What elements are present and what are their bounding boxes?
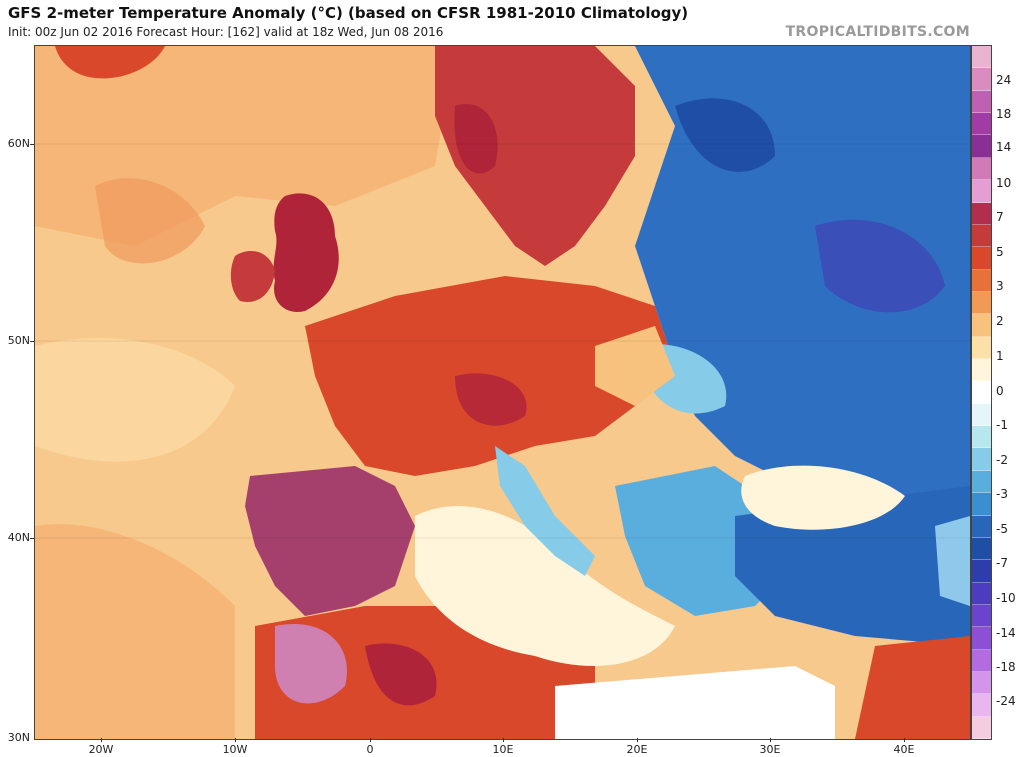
scale-label-0: 0: [996, 384, 1004, 398]
scandinavia: [435, 46, 635, 266]
scale-label-minus-24: -24: [996, 694, 1016, 708]
scale-label-5: 5: [996, 245, 1004, 259]
atlantic-mild-patch: [35, 338, 235, 462]
morocco-extreme: [275, 624, 347, 704]
graticule: [35, 143, 970, 539]
color-scale-cell: [972, 46, 991, 69]
color-scale-cell: [972, 694, 991, 717]
anomaly-map-svg: [35, 46, 970, 739]
color-scale-bar: [971, 45, 992, 740]
map-title: GFS 2-meter Temperature Anomaly (°C) (ba…: [8, 4, 689, 22]
color-scale-cell: [972, 672, 991, 695]
scale-label-10: 10: [996, 176, 1012, 190]
scale-label-minus-18: -18: [996, 660, 1016, 674]
color-scale-cell: [972, 247, 991, 270]
scale-label-minus-14: -14: [996, 626, 1016, 640]
scale-label-minus-1: -1: [996, 418, 1008, 432]
algeria-hot: [365, 643, 437, 706]
subtropical-warm: [35, 524, 235, 739]
anomaly-map: [34, 45, 971, 740]
lon-label-10w: 10W: [222, 743, 248, 756]
mediterranean-sea: [415, 506, 675, 666]
color-scale-cell: [972, 582, 991, 605]
scale-label-minus-7: -7: [996, 556, 1008, 570]
lon-label-20e: 20E: [626, 743, 648, 756]
color-scale-cell: [972, 224, 991, 248]
finland-cold: [675, 98, 775, 172]
color-scale-cell: [972, 448, 991, 471]
scale-label-3: 3: [996, 279, 1004, 293]
lon-label-10e: 10E: [492, 743, 514, 756]
middle-east-hot: [855, 636, 970, 739]
color-scale-cell: [972, 314, 991, 337]
lat-label-50n: 50N: [7, 334, 30, 347]
color-scale-cell: [972, 470, 991, 494]
color-scale-cell: [972, 493, 991, 516]
color-scale-cell: [972, 403, 991, 427]
lat-tick: [30, 341, 34, 342]
lon-tick: [904, 738, 905, 742]
eastern-med: [555, 666, 835, 739]
iberia: [245, 466, 415, 616]
lon-tick: [770, 738, 771, 742]
great-britain: [273, 193, 339, 312]
scale-label-minus-3: -3: [996, 487, 1008, 501]
lat-tick: [30, 538, 34, 539]
color-scale-cell: [972, 359, 991, 382]
russia-very-cold: [815, 219, 945, 313]
lat-label-40n: 40N: [7, 531, 30, 544]
lon-tick: [637, 738, 638, 742]
color-scale-cell: [972, 180, 991, 203]
scale-label-1: 1: [996, 349, 1004, 363]
color-scale-cell: [972, 560, 991, 583]
color-scale-cell: [972, 649, 991, 673]
ireland: [230, 251, 275, 302]
color-scale-cell: [972, 716, 991, 739]
color-scale-cell: [972, 604, 991, 628]
scale-label-minus-5: -5: [996, 522, 1008, 536]
color-scale-cell: [972, 113, 991, 136]
color-scale-cell: [972, 381, 991, 404]
color-scale-cell: [972, 157, 991, 181]
scale-label-14: 14: [996, 140, 1012, 154]
color-scale-cell: [972, 627, 991, 650]
color-scale-cell: [972, 202, 991, 225]
lon-tick: [503, 738, 504, 742]
scale-label-minus-10: -10: [996, 591, 1016, 605]
scale-label-18: 18: [996, 107, 1012, 121]
scale-label-7: 7: [996, 210, 1004, 224]
color-scale-cell: [972, 426, 991, 449]
iceland-warm: [55, 46, 165, 79]
lon-label-20w: 20W: [88, 743, 114, 756]
atlantic-warm-patch: [95, 178, 205, 264]
lat-tick: [30, 144, 34, 145]
color-scale-cell: [972, 68, 991, 91]
lon-tick: [235, 738, 236, 742]
scale-label-minus-2: -2: [996, 453, 1008, 467]
lon-tick: [101, 738, 102, 742]
norway-hot: [454, 104, 498, 174]
lon-label-30e: 30E: [759, 743, 781, 756]
black-sea: [741, 465, 905, 530]
poland-mild: [595, 326, 675, 406]
forecast-info: Init: 00z Jun 02 2016 Forecast Hour: [16…: [8, 25, 444, 39]
color-scale-cell: [972, 537, 991, 561]
alps-hot: [455, 373, 527, 426]
lon-tick: [370, 738, 371, 742]
color-scale-cell: [972, 90, 991, 114]
lat-label-60n: 60N: [7, 137, 30, 150]
caspian-region: [935, 516, 970, 606]
color-scale-cell: [972, 135, 991, 158]
color-scale-cell: [972, 336, 991, 360]
scale-label-2: 2: [996, 314, 1004, 328]
lat-label-30n: 30N: [7, 731, 30, 744]
color-scale-cell: [972, 269, 991, 292]
color-scale-cell: [972, 291, 991, 315]
lon-label-40e: 40E: [893, 743, 915, 756]
color-scale-cell: [972, 515, 991, 538]
source-watermark: TROPICALTIDBITS.COM: [785, 24, 970, 40]
italy: [495, 446, 595, 576]
scale-label-24: 24: [996, 73, 1012, 87]
lon-label-0: 0: [366, 743, 374, 756]
